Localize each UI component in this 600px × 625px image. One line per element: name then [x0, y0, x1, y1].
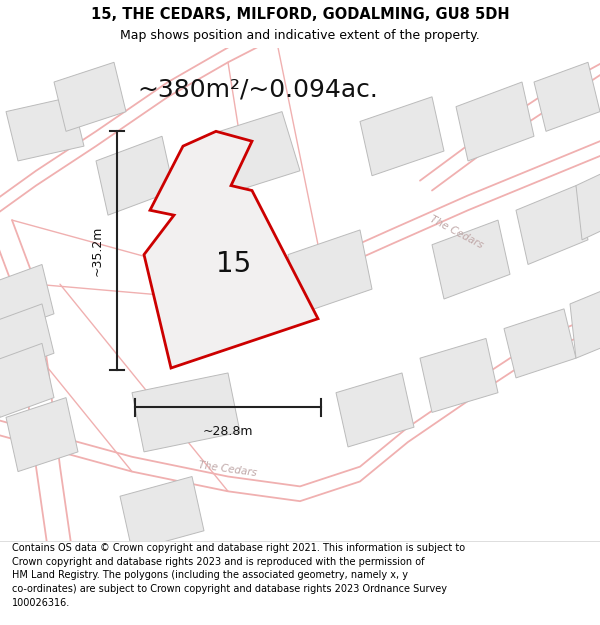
Polygon shape: [288, 230, 372, 314]
Polygon shape: [576, 166, 600, 240]
Polygon shape: [456, 82, 534, 161]
Text: Contains OS data © Crown copyright and database right 2021. This information is : Contains OS data © Crown copyright and d…: [12, 543, 465, 608]
Polygon shape: [96, 136, 174, 215]
Polygon shape: [516, 186, 588, 264]
Polygon shape: [204, 112, 300, 196]
Text: ~380m²/~0.094ac.: ~380m²/~0.094ac.: [137, 78, 379, 101]
Text: The Cedars: The Cedars: [428, 214, 484, 251]
Polygon shape: [360, 97, 444, 176]
Polygon shape: [336, 373, 414, 447]
Polygon shape: [432, 220, 510, 299]
Text: The Cedars: The Cedars: [198, 460, 258, 478]
Text: ~35.2m: ~35.2m: [91, 226, 104, 276]
Polygon shape: [54, 62, 126, 131]
Polygon shape: [534, 62, 600, 131]
Text: Map shows position and indicative extent of the property.: Map shows position and indicative extent…: [120, 29, 480, 42]
Polygon shape: [0, 343, 54, 418]
Polygon shape: [570, 284, 600, 358]
Polygon shape: [420, 339, 498, 412]
Text: 15, THE CEDARS, MILFORD, GODALMING, GU8 5DH: 15, THE CEDARS, MILFORD, GODALMING, GU8 …: [91, 7, 509, 22]
Polygon shape: [120, 476, 204, 551]
Text: 15: 15: [217, 251, 251, 279]
Text: ~28.8m: ~28.8m: [203, 425, 253, 438]
Polygon shape: [0, 304, 54, 373]
Polygon shape: [6, 97, 84, 161]
Polygon shape: [0, 264, 54, 334]
Polygon shape: [504, 309, 576, 378]
Polygon shape: [6, 398, 78, 472]
Polygon shape: [132, 373, 240, 452]
Polygon shape: [144, 131, 318, 368]
